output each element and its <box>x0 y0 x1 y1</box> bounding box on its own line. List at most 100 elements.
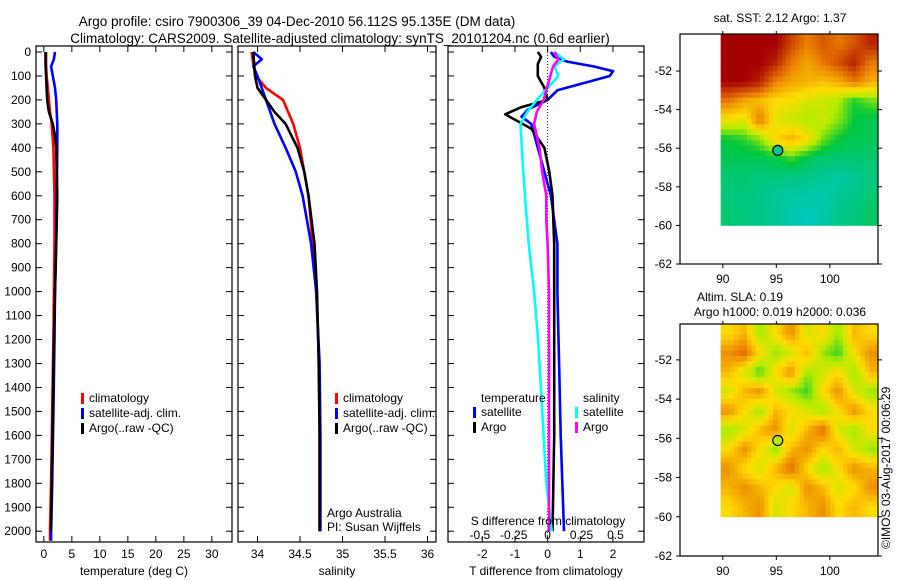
heatmap-cell <box>725 81 730 88</box>
heatmap-cell <box>729 372 735 378</box>
heatmap-cell <box>834 324 840 330</box>
y-tick-label: 2000 <box>4 524 31 538</box>
heatmap-cell <box>864 334 870 341</box>
heatmap-cell <box>860 377 866 384</box>
heatmap-cell <box>760 76 765 83</box>
heatmap-cell <box>851 388 857 395</box>
heatmap-cell <box>825 124 831 131</box>
heatmap-cell <box>808 39 813 46</box>
heatmap-cell <box>847 473 853 480</box>
heatmap-cell <box>873 193 879 200</box>
heatmap-cell <box>816 436 822 443</box>
heatmap-cell <box>834 76 840 83</box>
heatmap-cell <box>843 140 848 147</box>
heatmap-cell <box>803 55 809 61</box>
heatmap-cell <box>873 44 879 51</box>
heatmap-cell <box>816 108 822 115</box>
heatmap-cell <box>816 366 822 373</box>
heatmap-cell <box>821 65 826 72</box>
heatmap-cell <box>869 140 875 147</box>
heatmap-cell <box>729 388 735 395</box>
heatmap-cell <box>760 60 765 67</box>
heatmap-cell <box>733 172 739 178</box>
heatmap-cell <box>856 468 861 475</box>
heatmap-cell <box>738 60 743 67</box>
heatmap-cell <box>725 161 730 168</box>
heatmap-cell <box>746 388 752 395</box>
secondary-tick-label: 0.25 <box>570 528 594 542</box>
heatmap-cell <box>864 150 870 157</box>
heatmap-cell <box>825 452 831 459</box>
heatmap-cell <box>794 182 800 189</box>
heatmap-cell <box>794 324 800 330</box>
heatmap-cell <box>847 452 853 459</box>
x-tick-label: 35.5 <box>373 547 397 561</box>
heatmap-cell <box>851 182 857 189</box>
heatmap-cell <box>746 329 752 336</box>
heatmap-cell <box>843 468 848 475</box>
heatmap-cell <box>794 65 800 72</box>
heatmap-cell <box>768 182 774 189</box>
heatmap-cell <box>812 188 818 194</box>
heatmap-cell <box>738 500 743 507</box>
heatmap-cell <box>799 356 805 362</box>
heatmap-cell <box>843 366 848 373</box>
heatmap-cell <box>777 495 783 502</box>
heatmap-cell <box>812 39 818 46</box>
heatmap-cell <box>720 441 726 448</box>
heatmap-cell <box>843 506 848 512</box>
heatmap-cell <box>768 350 774 357</box>
heatmap-cell <box>738 388 743 395</box>
heatmap-cell <box>773 479 778 486</box>
heatmap-cell <box>843 484 848 491</box>
x-tick-label: 15 <box>121 547 135 561</box>
heatmap-cell <box>768 177 774 184</box>
heatmap-cell <box>860 388 866 395</box>
heatmap-cell <box>729 324 735 330</box>
heatmap-cell <box>773 113 778 120</box>
heatmap-cell <box>725 409 730 416</box>
heatmap-cell <box>847 388 853 395</box>
heatmap-cell <box>729 415 735 421</box>
heatmap-cell <box>834 113 840 120</box>
heatmap-cell <box>821 198 826 205</box>
heatmap-cell <box>812 44 818 51</box>
heatmap-cell <box>851 81 857 88</box>
heatmap-cell <box>773 76 778 83</box>
heatmap-cell <box>821 145 826 152</box>
heatmap-cell <box>799 431 805 437</box>
heatmap-cell <box>786 420 791 427</box>
heatmap-cell <box>729 81 735 88</box>
heatmap-cell <box>869 119 875 125</box>
heatmap-cell <box>803 124 809 131</box>
heatmap-cell <box>786 103 791 109</box>
heatmap-cell <box>733 382 739 389</box>
heatmap-cell <box>781 511 787 518</box>
heatmap-cell <box>812 55 818 61</box>
heatmap-cell <box>781 76 787 83</box>
heatmap-cell <box>786 177 791 184</box>
heatmap-cell <box>764 479 770 486</box>
heatmap-cell <box>873 166 879 173</box>
heatmap-cell <box>851 39 857 46</box>
heatmap-cell <box>821 214 826 221</box>
heatmap-cell <box>856 361 861 368</box>
heatmap-cell <box>794 409 800 416</box>
heatmap-cell <box>773 377 778 384</box>
legend-swatch <box>335 393 338 404</box>
heatmap-cell <box>790 76 796 83</box>
heatmap-cell <box>738 161 743 168</box>
heatmap-cell <box>860 409 866 416</box>
heatmap-cell <box>860 49 866 56</box>
heatmap-cell <box>847 393 853 400</box>
heatmap-cell <box>777 377 783 384</box>
heatmap-cell <box>764 44 770 51</box>
heatmap-cell <box>825 129 831 136</box>
heatmap-cell <box>812 87 818 93</box>
heatmap-cell <box>786 87 791 93</box>
heatmap-cell <box>781 113 787 120</box>
heatmap-cell <box>742 356 748 362</box>
heatmap-cell <box>733 92 739 99</box>
heatmap-cell <box>790 135 796 141</box>
heatmap-cell <box>821 97 826 104</box>
